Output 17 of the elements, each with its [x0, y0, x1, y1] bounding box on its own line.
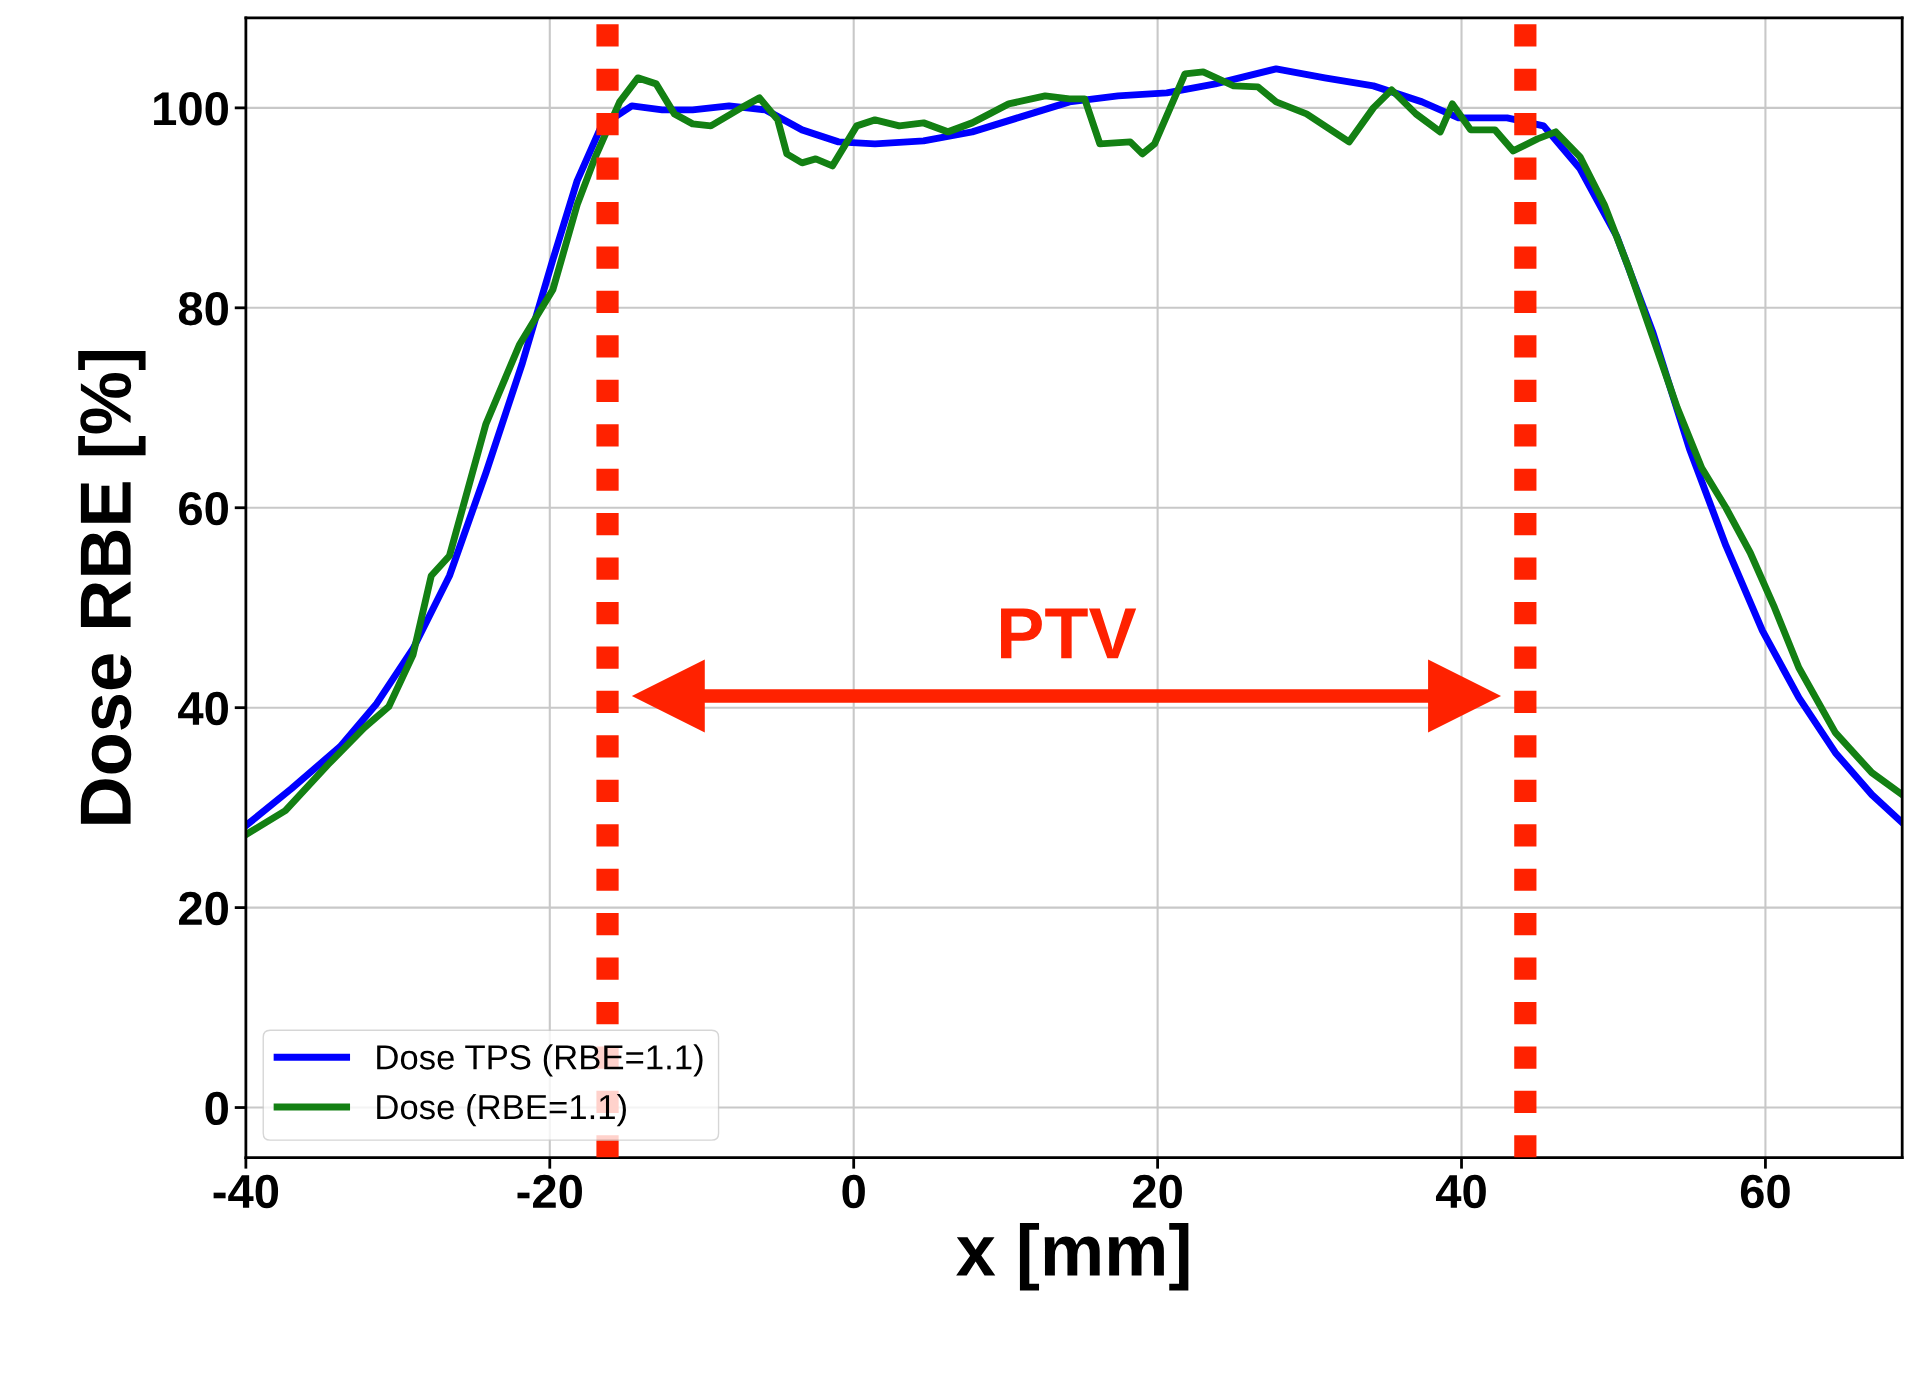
- x-tick-label: 0: [842, 1174, 865, 1209]
- x-tick-label: 20: [1132, 1174, 1182, 1209]
- y-tick-label: 20: [179, 891, 228, 926]
- x-tick-label: -20: [517, 1174, 582, 1209]
- y-tick-label: 80: [178, 291, 228, 326]
- y-tick-label: 40: [178, 691, 228, 726]
- x-axis-title: x [mm]: [956, 1223, 1189, 1291]
- y-axis-title: Dose RBE [%]: [78, 351, 146, 824]
- x-tick-label: 40: [1435, 1174, 1486, 1209]
- x-tick-label: -40: [213, 1174, 279, 1209]
- y-tick-label: 0: [205, 1091, 228, 1126]
- legend-label: Dose TPS (RBE=1.1): [377, 1044, 703, 1077]
- y-tick-label: 100: [154, 92, 228, 126]
- x-tick-label: 60: [1740, 1174, 1790, 1209]
- legend-label: Dose (RBE=1.1): [377, 1093, 626, 1127]
- annotation: PTV: [1001, 608, 1137, 659]
- y-tick-label: 60: [179, 491, 228, 526]
